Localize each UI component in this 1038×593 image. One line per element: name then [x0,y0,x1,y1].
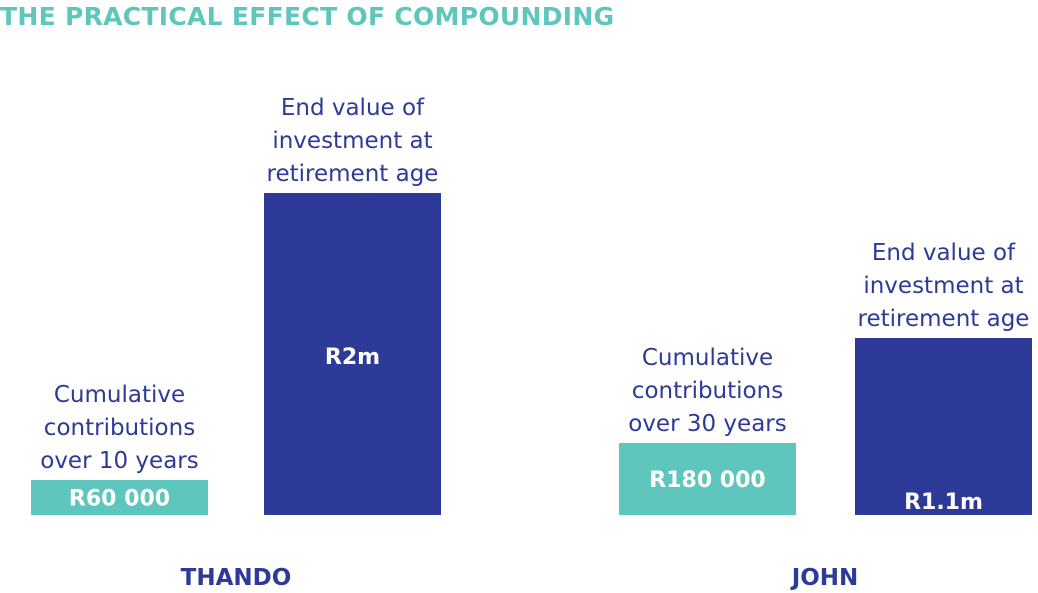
annotation-contribution-thando-line-2: contributions [44,415,195,441]
bar-contribution-john [619,443,796,515]
annotation-end-value-thando-line-1: End value of [281,95,425,121]
annotation-end-value-thando-line-2: investment at [272,128,432,154]
annotation-contribution-john-line-1: Cumulative [642,345,773,371]
annotation-end-value-john-line-3: retirement age [858,306,1030,332]
annotation-end-value-john-line-2: investment at [863,273,1023,299]
annotation-contribution-thando-line-1: Cumulative [54,382,185,408]
data-label-contribution-john: R180 000 [649,468,765,493]
category-label-thando: THANDO [181,565,292,591]
annotation-contribution-john-line-3: over 30 years [628,411,786,437]
chart-title: THE PRACTICAL EFFECT OF COMPOUNDING [0,2,615,31]
data-label-end-value-thando: R2m [325,345,380,370]
bar-end-value-thando [264,193,441,515]
category-label-john: JOHN [790,565,859,591]
data-label-end-value-john: R1.1m [904,490,983,515]
annotation-end-value-thando-line-3: retirement age [267,161,439,187]
data-label-contribution-thando: R60 000 [69,487,170,512]
bar-end-value-john [855,338,1032,515]
annotation-end-value-john-line-1: End value of [872,240,1016,266]
bar-contribution-thando [31,480,208,515]
annotation-contribution-john-line-2: contributions [632,378,783,404]
annotation-contribution-thando-line-3: over 10 years [40,448,198,474]
